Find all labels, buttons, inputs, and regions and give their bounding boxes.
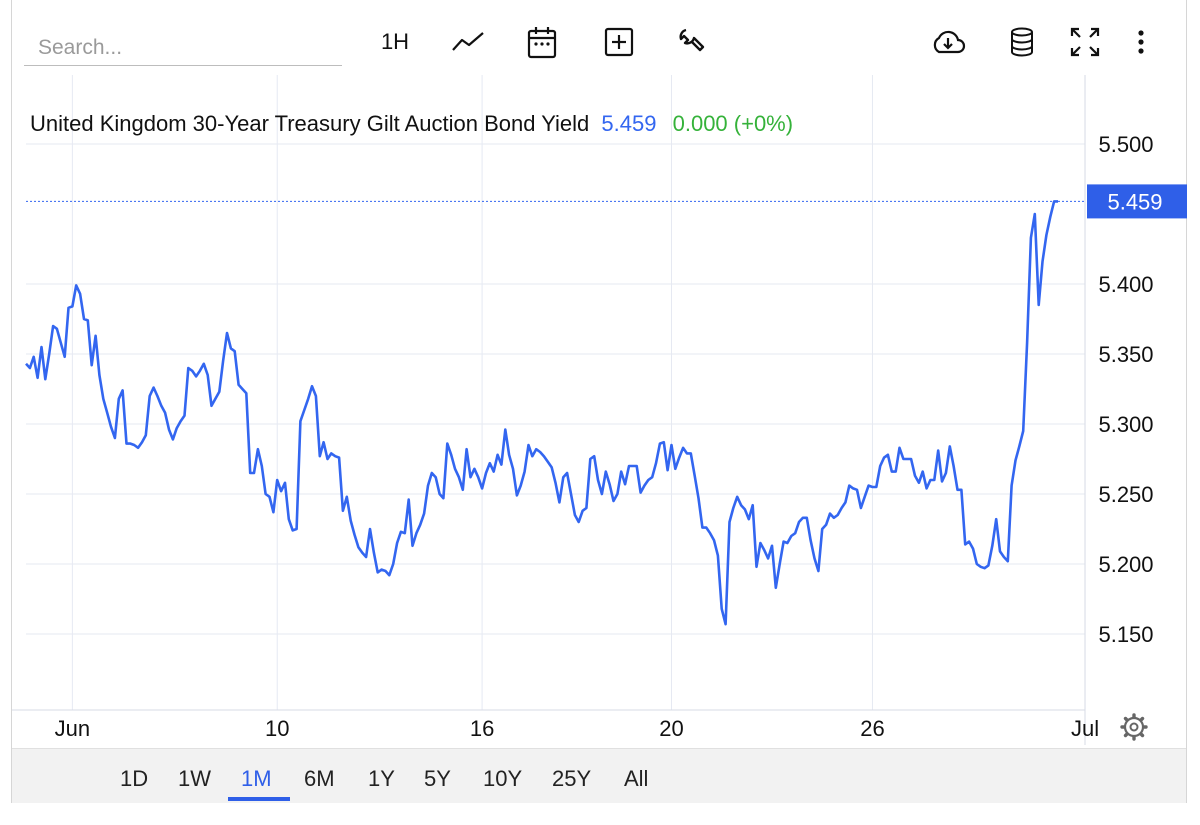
range-10y-button[interactable]: 10Y xyxy=(483,766,523,791)
search-input[interactable]: Search... xyxy=(24,30,342,66)
range-bar xyxy=(12,748,1186,803)
add-indicator-icon[interactable] xyxy=(597,22,641,62)
chart-title: United Kingdom 30-Year Treasury Gilt Auc… xyxy=(30,111,589,136)
x-tick-label: 20 xyxy=(659,716,683,741)
y-tick-label: 5.250 xyxy=(1098,482,1153,507)
line-chart: 5.150 5.200 5.250 5.300 5.350 5.400 5.500 Jun 1… xyxy=(12,75,1187,745)
y-tick-label: 5.150 xyxy=(1098,622,1153,647)
y-tick-label: 5.200 xyxy=(1098,552,1153,577)
series-line-yield xyxy=(25,200,1058,626)
range-1y-button[interactable]: 1Y xyxy=(368,766,395,791)
x-tick-label: 10 xyxy=(265,716,289,741)
legend-change: 0.000 (+0%) xyxy=(673,111,793,136)
interval-selector[interactable]: 1H xyxy=(380,29,410,54)
fullscreen-icon[interactable] xyxy=(1063,22,1107,62)
range-1d-button[interactable]: 1D xyxy=(120,766,149,791)
database-icon[interactable] xyxy=(1000,22,1044,62)
price-badge: 5.459 xyxy=(1087,184,1187,219)
range-5y-button[interactable]: 5Y xyxy=(424,766,451,791)
wrench-icon[interactable] xyxy=(670,22,714,62)
download-icon[interactable] xyxy=(924,22,972,62)
price-badge-label: 5.459 xyxy=(1107,189,1162,214)
x-tick-label: 26 xyxy=(860,716,884,741)
x-tick-label: Jul xyxy=(1071,716,1099,741)
line-chart-icon[interactable] xyxy=(446,22,490,62)
active-range-indicator xyxy=(228,797,290,801)
y-tick-label: 5.500 xyxy=(1098,132,1153,157)
range-25y-button[interactable]: 25Y xyxy=(552,766,592,791)
y-tick-label: 5.400 xyxy=(1098,272,1153,297)
y-tick-label: 5.350 xyxy=(1098,342,1153,367)
calendar-icon[interactable] xyxy=(520,22,564,62)
legend: United Kingdom 30-Year Treasury Gilt Auc… xyxy=(30,111,793,136)
range-1m-button[interactable]: 1M xyxy=(241,766,272,791)
settings-icon[interactable] xyxy=(1120,713,1148,741)
y-tick-label: 5.300 xyxy=(1098,412,1153,437)
chart-widget xyxy=(11,0,1187,803)
legend-last-value: 5.459 xyxy=(601,111,656,136)
x-tick-label: 16 xyxy=(470,716,494,741)
x-tick-label: Jun xyxy=(55,716,90,741)
range-1w-button[interactable]: 1W xyxy=(178,766,211,791)
range-all-button[interactable]: All xyxy=(624,766,649,791)
more-icon[interactable] xyxy=(1126,22,1156,62)
range-6m-button[interactable]: 6M xyxy=(304,766,335,791)
